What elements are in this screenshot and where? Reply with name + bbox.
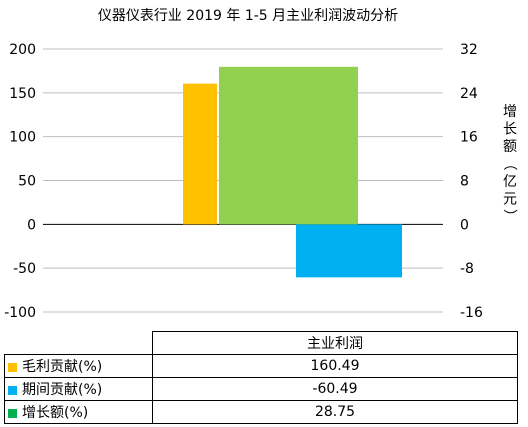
right-tick-label: 0 — [460, 217, 469, 233]
data-table-row: 毛利贡献(%) 160.49 — [4, 354, 518, 378]
legend-swatch-blue — [8, 385, 17, 395]
right-axis-label-char: 亿 — [503, 174, 517, 190]
data-table: 主业利润 毛利贡献(%) 160.49 期间贡献(%) -60.49 增长额(%… — [4, 331, 518, 424]
right-axis-label-char: 额 — [503, 139, 517, 155]
left-tick-label: 100 — [9, 130, 36, 146]
left-tick-label: -100 — [4, 305, 36, 321]
data-table-corner — [4, 331, 153, 355]
right-axis-label-char: ） — [501, 209, 517, 223]
left-tick-label: 200 — [9, 42, 36, 58]
data-table-value: -60.49 — [152, 377, 518, 401]
right-tick-label: -8 — [460, 261, 474, 277]
data-table-value: 28.75 — [152, 400, 518, 424]
data-table-header-row: 主业利润 — [4, 331, 518, 355]
data-table-category: 主业利润 — [152, 331, 518, 355]
right-axis-ticks: 32 24 16 8 0 -8 -16 — [460, 42, 483, 321]
right-tick-label: 32 — [460, 42, 478, 58]
legend-label: 增长额(%) — [22, 405, 89, 421]
legend-entry: 增长额(%) — [4, 400, 153, 424]
bar-1 — [296, 224, 402, 278]
legend-label: 毛利贡献(%) — [22, 359, 103, 375]
left-tick-label: 50 — [18, 174, 36, 190]
left-tick-label: 150 — [9, 86, 36, 102]
right-axis-label-char: 增 — [503, 104, 517, 120]
legend-label: 期间贡献(%) — [22, 382, 103, 398]
right-axis-label: 增长额 （ 亿元） — [501, 104, 517, 223]
bar-0 — [183, 83, 217, 225]
left-axis-ticks: 200 150 100 50 0 -50 -100 — [4, 42, 36, 321]
legend-swatch-green — [8, 408, 17, 418]
data-table-row: 期间贡献(%) -60.49 — [4, 377, 518, 401]
right-axis-label-char: 长 — [503, 122, 517, 138]
legend-swatch-yellow — [8, 362, 17, 372]
right-tick-label: 8 — [460, 174, 469, 190]
right-tick-label: 16 — [460, 130, 478, 146]
right-tick-label: 24 — [460, 86, 478, 102]
chart-title: 仪器仪表行业 2019 年 1-5 月主业利润波动分析 — [98, 8, 398, 24]
chart-area: 仪器仪表行业 2019 年 1-5 月主业利润波动分析 200 150 100 50 0… — [4, 8, 517, 321]
right-axis-label-char: 元 — [503, 192, 517, 208]
right-axis-label-char: （ — [501, 157, 517, 171]
legend-entry: 期间贡献(%) — [4, 377, 153, 401]
right-tick-label: -16 — [460, 305, 483, 321]
left-tick-label: 0 — [27, 217, 36, 233]
data-table-row: 增长额(%) 28.75 — [4, 400, 518, 424]
bars — [183, 66, 402, 278]
legend-entry: 毛利贡献(%) — [4, 354, 153, 378]
bar-2 — [219, 66, 358, 225]
data-table-value: 160.49 — [152, 354, 518, 378]
left-tick-label: -50 — [13, 261, 36, 277]
